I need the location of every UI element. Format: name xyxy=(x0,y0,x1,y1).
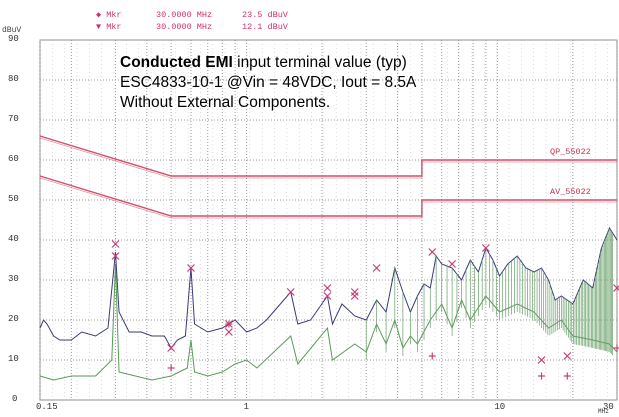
y-tick-label: 10 xyxy=(8,354,19,364)
qp-marker xyxy=(372,264,381,272)
qp-marker xyxy=(448,260,457,268)
y-axis-label: dBuV xyxy=(2,26,22,35)
qp-marker xyxy=(187,264,195,272)
x-unit-label: MHz xyxy=(598,408,609,415)
y-tick-label: 40 xyxy=(8,234,19,244)
y-tick-label: 0 xyxy=(12,394,18,404)
marker-readout: ◆ Mkr 30.0000 MHz 23.5 dBuV ▼ Mkr 30.000… xyxy=(96,9,288,33)
qp-marker xyxy=(323,292,332,300)
marker-symbol-triangle: ▼ Mkr xyxy=(96,22,122,32)
x-tick-label: 30 xyxy=(603,402,614,412)
qp-marker xyxy=(481,244,490,252)
marker-frequency: 30.0000 MHz xyxy=(156,22,213,32)
marker-symbols xyxy=(111,240,619,380)
y-tick-label: 30 xyxy=(8,274,19,284)
qp-marker xyxy=(167,344,176,352)
x-tick-label: 1 xyxy=(243,402,249,412)
limit-label: QP_55022 xyxy=(550,147,591,157)
qp-marker xyxy=(428,248,437,256)
marker-row: ▼ Mkr 30.0000 MHz 12.1 dBuV xyxy=(96,21,288,33)
y-tick-label: 90 xyxy=(8,34,19,44)
x-tick-label: 0.15 xyxy=(36,402,58,412)
limit-lines xyxy=(39,135,617,219)
qp-marker xyxy=(537,356,546,364)
y-tick-label: 50 xyxy=(8,194,19,204)
marker-frequency: 30.0000 MHz xyxy=(156,10,213,20)
limit-line-shadow xyxy=(39,137,617,179)
qp-marker xyxy=(563,352,572,360)
limit-line-shadow xyxy=(39,177,617,219)
qp-marker xyxy=(111,252,120,260)
marker-symbol-diamond: ◆ Mkr xyxy=(96,10,122,20)
qp-marker xyxy=(111,240,120,248)
marker-level: 23.5 dBuV xyxy=(242,10,288,20)
peak-trace xyxy=(39,226,618,349)
qp-marker xyxy=(286,288,295,296)
y-tick-label: 70 xyxy=(8,114,19,124)
annotation-title-bold: Conducted EMI xyxy=(120,54,233,71)
y-tick-label: 20 xyxy=(8,314,19,324)
marker-row: ◆ Mkr 30.0000 MHz 23.5 dBuV xyxy=(96,9,288,21)
qp-marker xyxy=(224,328,233,336)
annotation-text: Conducted EMI input terminal value (typ)… xyxy=(120,53,416,113)
annotation-line3: Without External Components. xyxy=(120,94,331,111)
average-trace xyxy=(39,263,618,381)
x-tick-label: 10 xyxy=(494,402,506,412)
limit-label: AV_55022 xyxy=(550,187,591,197)
qp-marker xyxy=(350,292,359,300)
data-series xyxy=(39,226,618,381)
y-tick-label: 80 xyxy=(8,74,19,84)
qp-marker xyxy=(323,284,332,292)
annotation-line2: ESC4833-10-1 @Vin = 48VDC, Iout = 8.5A xyxy=(120,74,417,91)
grid xyxy=(39,39,618,401)
qp-marker xyxy=(613,285,619,292)
marker-level: 12.1 dBuV xyxy=(242,22,288,32)
y-tick-label: 60 xyxy=(8,154,19,164)
annotation-title-rest: input terminal value (typ) xyxy=(232,54,407,71)
